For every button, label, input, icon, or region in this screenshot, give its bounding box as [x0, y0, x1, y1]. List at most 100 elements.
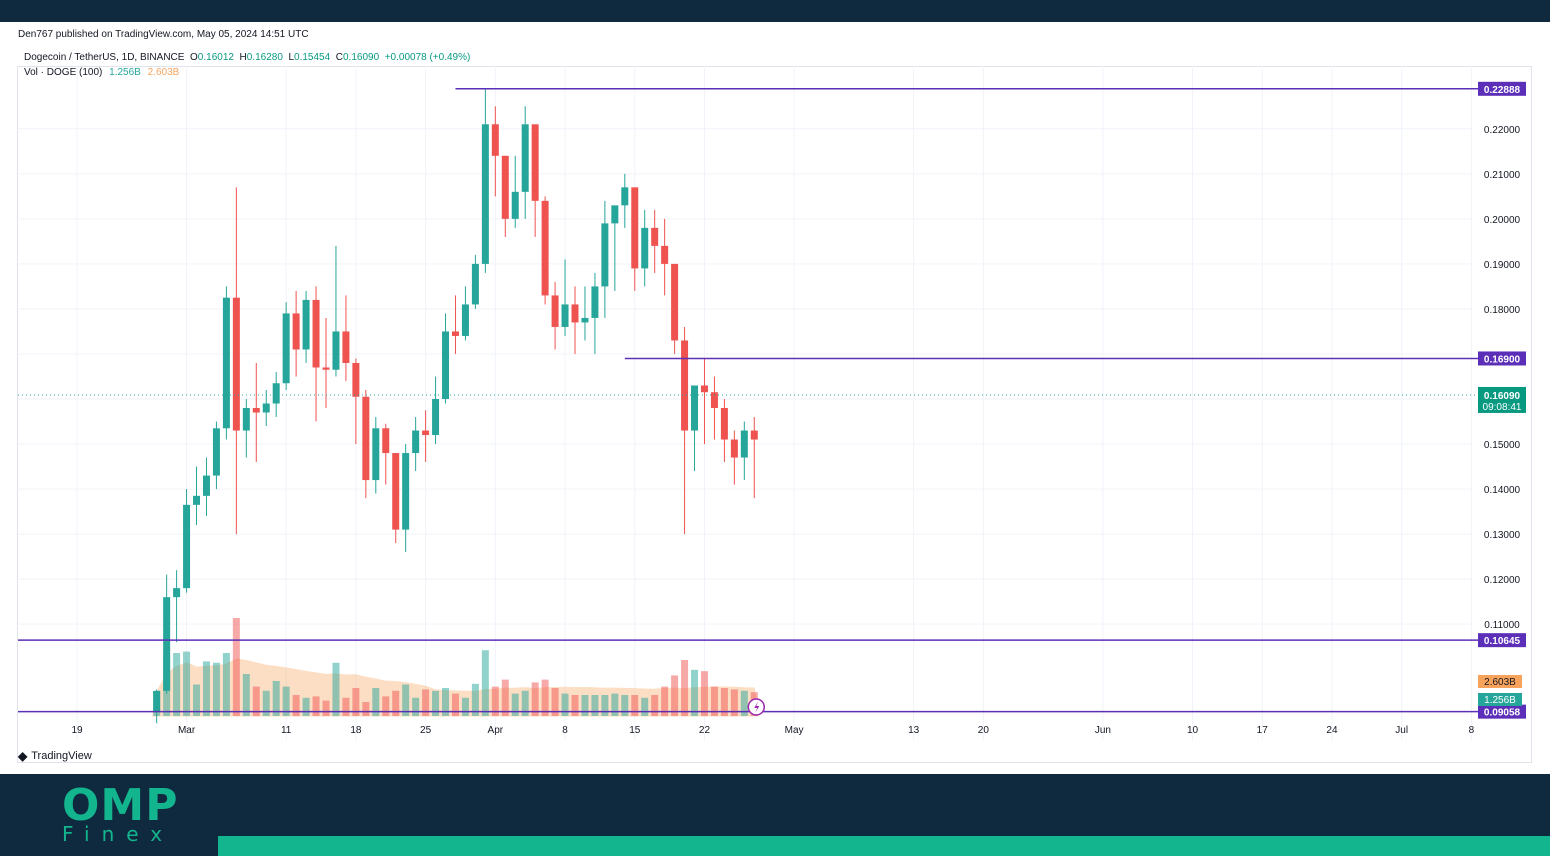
horizontal-levels: 0.22888 0.16900 0.10645 0.09058 0.1609009:08…: [18, 81, 1526, 719]
candle-body: [671, 263, 679, 341]
level-label: 0.10645: [1484, 636, 1521, 647]
volume-bar: [710, 686, 718, 716]
grid-lines: [18, 66, 1472, 740]
time-tick-label: 8: [562, 725, 568, 736]
candle-body: [611, 205, 619, 224]
time-tick-label: May: [785, 725, 804, 736]
price-tick-label: 0.14000: [1484, 485, 1521, 496]
volume-bar: [531, 682, 539, 716]
price-tick-label: 0.22000: [1484, 125, 1521, 136]
candle-body: [322, 367, 330, 370]
volume-bar: [183, 651, 191, 716]
volume-bar: [272, 681, 280, 716]
time-tick-label: 8: [1469, 725, 1475, 736]
price-tick-label: 0.13000: [1484, 530, 1521, 541]
candle-body: [202, 475, 210, 496]
volume-bar: [481, 650, 489, 716]
candle-body: [312, 299, 320, 368]
volume-bar: [720, 688, 728, 716]
time-tick-label: 18: [350, 725, 362, 736]
last-price-box: [1478, 386, 1526, 413]
candle-body: [402, 453, 410, 530]
candle-body: [471, 263, 479, 305]
volume-bar: [442, 688, 450, 716]
volume-last-box: [1478, 693, 1522, 706]
volume-value: 1.256B: [109, 67, 141, 78]
chart-frame: [17, 66, 1532, 763]
candle-body: [501, 155, 509, 219]
candle-body: [442, 331, 450, 400]
candle-body: [183, 504, 191, 589]
candle-body: [561, 304, 569, 327]
candle-body: [641, 227, 649, 269]
level-label-box: [1478, 633, 1526, 648]
volume-bar: [242, 674, 250, 716]
candle-body: [451, 331, 459, 336]
volume-bar: [372, 688, 380, 716]
candle-body: [581, 317, 589, 323]
open-value: 0.16012: [197, 52, 234, 63]
candle-body: [163, 597, 171, 691]
candle-body: [242, 408, 250, 431]
volume-ma-value: 2.603B: [147, 67, 180, 78]
brand-logo-sub: Finex: [62, 822, 175, 846]
candle-body: [551, 295, 559, 327]
candle-body: [292, 313, 300, 350]
volume-bar: [193, 684, 201, 716]
time-tick-label: Jul: [1395, 725, 1408, 736]
candle-body: [740, 430, 748, 458]
volume-ma-label: 2.603B: [1484, 677, 1516, 688]
time-tick-label: Apr: [488, 725, 504, 736]
countdown-label: 09:08:41: [1483, 402, 1522, 413]
level-label: 0.22888: [1484, 85, 1521, 96]
volume-legend: Vol · DOGE (100) 1.256B 2.603B: [24, 67, 179, 78]
candle-body: [222, 297, 230, 429]
candle-body: [372, 428, 380, 481]
candle-body: [332, 331, 340, 370]
candle-body: [720, 408, 728, 440]
candle-body: [153, 690, 161, 712]
low-value: 0.15454: [294, 52, 331, 63]
volume-bar: [621, 695, 629, 716]
volume-bar: [700, 671, 708, 716]
volume-bar: [501, 679, 509, 716]
footer: OMP Finex: [0, 774, 1550, 856]
candle-body: [252, 408, 260, 413]
volume-bar: [671, 675, 679, 716]
volume-bar: [691, 669, 699, 716]
last-price-label: 0.16090: [1484, 391, 1521, 402]
volume-bar: [173, 653, 181, 716]
symbol-name: Dogecoin / TetherUS, 1D, BINANCE: [24, 52, 185, 63]
price-tick-label: 0.11000: [1484, 620, 1520, 631]
candle-body: [691, 385, 699, 431]
chart-panel: Den767 published on TradingView.com, May…: [0, 22, 1550, 774]
volume-bar: [392, 690, 400, 716]
candle-body: [422, 430, 430, 436]
volume-bar: [342, 697, 350, 716]
volume-bar: [292, 695, 300, 716]
candle-body: [392, 453, 400, 530]
candle-body: [272, 383, 280, 404]
change-value: +0.00078 (+0.49%): [384, 52, 471, 63]
level-label-box: [1478, 704, 1526, 719]
candle-body: [710, 392, 718, 409]
candle-body: [601, 223, 609, 287]
tradingview-logo[interactable]: ◆ TradingView: [18, 749, 92, 763]
time-axis: 19 Mar 11 18 25 Apr 8 15 22 May 13 20 Jun 10 17 24 Jul 8: [71, 725, 1474, 736]
price-chart[interactable]: 0.228880.169000.106450.090580.1609009:08…: [0, 22, 1550, 774]
candle-body: [352, 362, 360, 397]
volume-bar: [730, 689, 738, 716]
level-label: 0.16900: [1484, 354, 1521, 365]
candle-body: [571, 304, 579, 323]
volume-bar: [541, 679, 549, 716]
volume-bar: [332, 662, 340, 716]
symbol-legend: Dogecoin / TetherUS, 1D, BINANCE O0.1601…: [24, 52, 471, 63]
volume-bar: [551, 688, 559, 716]
volume-bar: [222, 653, 230, 716]
volume-bar: [252, 686, 260, 716]
volume-bar: [641, 697, 649, 716]
level-label-box: [1478, 351, 1526, 366]
level-label-box: [1478, 81, 1526, 96]
volume-bar: [631, 695, 639, 716]
candles: [153, 88, 758, 724]
